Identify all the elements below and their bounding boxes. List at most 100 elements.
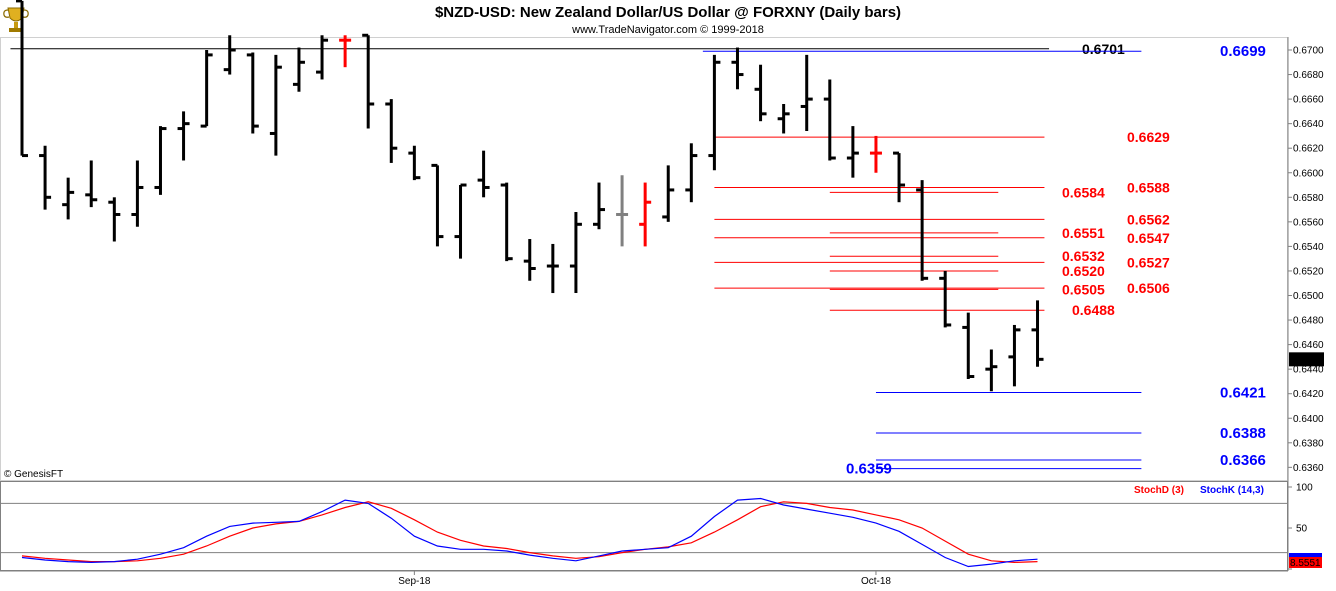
stoch-pane-frame — [0, 481, 1288, 571]
chart-subtitle: www.TradeNavigator.com © 1999-2018 — [571, 24, 764, 36]
ohlc-bar — [269, 54, 282, 156]
level-label: 0.6488 — [1072, 302, 1115, 318]
ohlc-bar — [177, 111, 190, 161]
level-label: 0.6588 — [1127, 179, 1170, 195]
price-tick-label: 0.6620 — [1293, 144, 1324, 155]
price-tick-label: 0.6600 — [1293, 168, 1324, 179]
ohlc-bar — [962, 312, 975, 379]
ohlc-bar — [477, 150, 490, 198]
ohlc-bar — [16, 0, 28, 158]
price-tick-label: 0.6640 — [1293, 119, 1324, 130]
level-label: 0.6584 — [1062, 184, 1105, 200]
price-bars — [16, 0, 1044, 392]
ohlc-bar — [385, 99, 398, 163]
ohlc-bar — [292, 47, 305, 92]
copyright-label: © GenesisFT — [4, 469, 63, 480]
last-price-tag — [1289, 352, 1324, 367]
price-tick-label: 0.6460 — [1293, 340, 1324, 351]
ohlc-bar — [454, 183, 467, 259]
price-tick-label: 0.6660 — [1293, 95, 1324, 106]
stoch-tick-label: 100 — [1296, 483, 1313, 494]
ohlc-bar — [939, 270, 952, 328]
level-label: 0.6520 — [1062, 263, 1105, 279]
stoch-tick-label: 50 — [1296, 524, 1308, 535]
level-label: 0.6551 — [1062, 225, 1105, 241]
ohlc-bar — [362, 33, 375, 129]
ohlc-bar — [62, 177, 75, 220]
ohlc-bar — [685, 143, 698, 203]
ohlc-bar — [154, 126, 167, 195]
level-label: 0.6421 — [1220, 384, 1266, 401]
ohlc-bar — [1031, 300, 1044, 367]
ohlc-bar — [85, 160, 98, 208]
ohlc-bar — [823, 79, 836, 161]
ohlc-bar — [523, 239, 536, 281]
ohlc-bar — [408, 145, 421, 181]
level-label: 0.6629 — [1127, 129, 1170, 145]
level-label: 0.6506 — [1127, 280, 1170, 296]
ohlc-bar — [500, 182, 513, 262]
ohlc-bar — [800, 54, 813, 132]
ohlc-bar — [246, 52, 259, 134]
ohlc-bar — [985, 349, 998, 392]
price-tick-label: 0.6680 — [1293, 70, 1324, 81]
price-tick-label: 0.6520 — [1293, 266, 1324, 277]
trophy-icon — [3, 7, 29, 32]
ohlc-bar — [316, 35, 329, 80]
ohlc-bar — [639, 182, 652, 247]
ohlc-bar — [916, 180, 929, 281]
ohlc-bar — [893, 151, 906, 203]
ohlc-bar — [339, 35, 352, 68]
level-label: 0.6366 — [1220, 452, 1266, 469]
ohlc-bar — [108, 197, 121, 242]
price-tick-label: 0.6540 — [1293, 242, 1324, 253]
stoch-legend-item: StochD (3) — [1134, 485, 1184, 496]
chart-title: $NZD-USD: New Zealand Dollar/US Dollar @… — [435, 4, 901, 21]
ohlc-bar — [846, 126, 859, 178]
stoch-last-tag — [1289, 557, 1322, 568]
price-tick-label: 0.6560 — [1293, 217, 1324, 228]
ohlc-bar — [616, 175, 629, 247]
price-tick-label: 0.6580 — [1293, 193, 1324, 204]
ohlc-bar — [223, 35, 236, 75]
level-label: 0.6532 — [1062, 248, 1105, 264]
price-levels: 0.6701 0.6699 0.6629 0.6588 0.6584 0.6562 0.65… — [10, 41, 1266, 478]
date-axis: Sep-18 Oct-18 — [398, 571, 891, 587]
ohlc-bar — [39, 145, 52, 210]
stoch-legend-item: StochK (14,3) — [1200, 485, 1264, 496]
ohlc-bar — [662, 165, 675, 222]
stoch-series-line — [21, 497, 1038, 568]
price-tick-label: 0.6420 — [1293, 389, 1324, 400]
level-label: 0.6359 — [846, 461, 892, 478]
level-label: 0.6699 — [1220, 43, 1266, 60]
ohlc-bar — [1008, 324, 1021, 387]
stoch-last-tag-blue — [1289, 553, 1322, 557]
ohlc-bar — [731, 47, 744, 90]
last-price-label: 0.6448 — [1291, 355, 1322, 366]
stoch-series-line — [21, 501, 1038, 564]
ohlc-bar — [708, 54, 721, 171]
price-tick-label: 0.6700 — [1293, 46, 1324, 57]
ohlc-bar — [431, 163, 444, 247]
price-axis: 0.6700 0.6680 0.6660 0.6640 0.6620 0.6600 0.65… — [1288, 46, 1324, 474]
price-tick-label: 0.6360 — [1293, 463, 1324, 474]
price-tick-label: 0.6500 — [1293, 291, 1324, 302]
ohlc-bar — [754, 64, 767, 122]
level-label: 0.6388 — [1220, 425, 1266, 442]
stoch-last-label: 8.5551 — [1290, 558, 1321, 569]
level-label: 0.6527 — [1127, 254, 1170, 270]
ohlc-bar — [200, 50, 213, 128]
stochastic-pane: 100 50 StochD (3) StochK (14,3) 8.5551 — [0, 483, 1322, 570]
date-tick-label: Sep-18 — [398, 576, 431, 587]
ohlc-bar — [131, 160, 144, 227]
ohlc-bar — [546, 243, 559, 294]
logo — [3, 7, 29, 32]
price-tick-label: 0.6480 — [1293, 316, 1324, 327]
price-tick-label: 0.6400 — [1293, 414, 1324, 425]
ohlc-bar — [569, 212, 582, 294]
price-tick-label: 0.6380 — [1293, 438, 1324, 449]
level-label: 0.6701 — [1082, 41, 1125, 57]
ohlc-bar — [593, 182, 605, 230]
level-label: 0.6547 — [1127, 230, 1170, 246]
